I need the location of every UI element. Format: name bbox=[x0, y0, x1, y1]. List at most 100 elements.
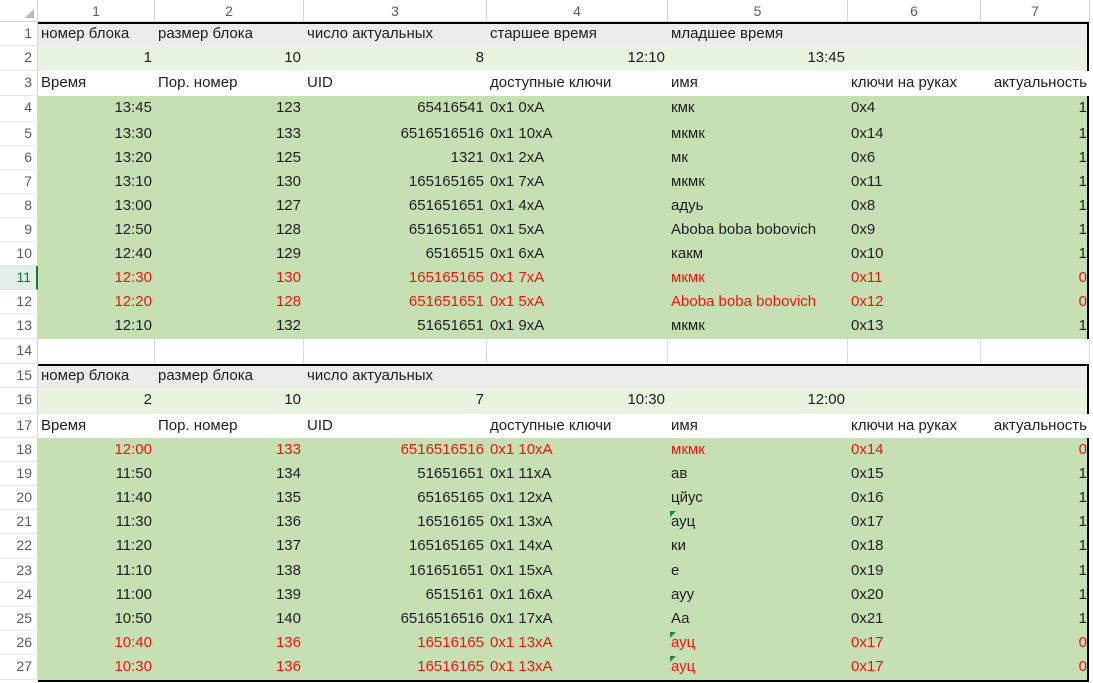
table-cell[interactable]: 13:45 bbox=[114, 99, 152, 116]
table-cell[interactable]: 0x1 10xA bbox=[490, 125, 553, 142]
table-cell[interactable]: 0x16 bbox=[851, 489, 884, 506]
table-cell[interactable]: 10:50 bbox=[114, 610, 152, 627]
table-cell[interactable]: 0x1 5xA bbox=[490, 293, 545, 310]
table-cell[interactable]: 137 bbox=[275, 537, 301, 554]
table-cell[interactable]: 16516165 bbox=[417, 513, 484, 530]
table-cell[interactable]: 651651651 bbox=[408, 197, 484, 214]
block-value-cell[interactable]: 12:00 bbox=[807, 391, 845, 408]
table-cell[interactable]: 11:10 bbox=[115, 562, 152, 579]
table-cell[interactable]: 0x14 bbox=[851, 441, 884, 458]
table-cell[interactable]: 0x1 17xA bbox=[490, 610, 553, 627]
table-cell[interactable]: 165165165 bbox=[408, 537, 484, 554]
table-cell[interactable]: 0x8 bbox=[851, 197, 876, 214]
block-value-cell[interactable]: 10:30 bbox=[627, 391, 665, 408]
table-cell[interactable]: 1 bbox=[1078, 586, 1087, 603]
row-header[interactable]: 4 bbox=[0, 96, 38, 122]
row-header[interactable]: 15 bbox=[0, 364, 38, 388]
table-cell[interactable]: 0x17 bbox=[851, 658, 884, 675]
table-cell[interactable]: 165165165 bbox=[408, 173, 484, 190]
table-cell[interactable]: адуь bbox=[671, 197, 704, 214]
table-cell[interactable]: 125 bbox=[275, 149, 301, 166]
block-header-label[interactable]: старшее время bbox=[490, 25, 597, 42]
row-header[interactable]: 19 bbox=[0, 462, 38, 486]
row-header[interactable]: 6 bbox=[0, 146, 38, 170]
table-cell[interactable]: 12:10 bbox=[114, 317, 152, 334]
table-cell[interactable]: Aboba boba bobovich bbox=[671, 221, 817, 238]
table-cell[interactable]: 1 bbox=[1078, 197, 1087, 214]
table-cell[interactable]: 0x1 6xA bbox=[490, 245, 545, 262]
table-cell[interactable]: 6516516516 bbox=[400, 441, 484, 458]
table-cell[interactable]: 0x1 13xA bbox=[490, 658, 553, 675]
table-cell[interactable]: 0x11 bbox=[851, 173, 883, 190]
table-cell[interactable]: 6516515 bbox=[425, 245, 484, 262]
block-header-label[interactable]: число актуальных bbox=[307, 367, 434, 384]
table-cell[interactable]: 16516165 bbox=[417, 658, 484, 675]
table-cell[interactable]: 11:30 bbox=[115, 513, 152, 530]
table-cell[interactable]: 10:30 bbox=[114, 658, 152, 675]
column-header-6[interactable]: 6 bbox=[848, 0, 981, 22]
table-cell[interactable]: 51651651 bbox=[417, 317, 484, 334]
block-value-cell[interactable]: 2 bbox=[143, 391, 152, 408]
table-cell[interactable]: мк bbox=[671, 149, 688, 166]
table-cell[interactable]: 10:40 bbox=[114, 634, 152, 651]
row-header[interactable]: 7 bbox=[0, 170, 38, 194]
row-header[interactable]: 16 bbox=[0, 388, 38, 414]
row-header[interactable]: 1 bbox=[0, 22, 38, 46]
table-cell[interactable]: 1 bbox=[1078, 125, 1087, 142]
table-cell[interactable]: 51651651 bbox=[417, 465, 484, 482]
row-header[interactable]: 3 bbox=[0, 71, 38, 96]
table-cell[interactable]: 1 bbox=[1078, 149, 1087, 166]
column-title[interactable]: имя bbox=[671, 417, 698, 434]
table-cell[interactable]: 0x1 11xA bbox=[490, 465, 552, 482]
table-cell[interactable]: 1 bbox=[1078, 562, 1087, 579]
table-cell[interactable]: 0x21 bbox=[851, 610, 884, 627]
table-cell[interactable]: 12:20 bbox=[114, 293, 152, 310]
table-cell[interactable]: 136 bbox=[275, 658, 301, 675]
table-cell[interactable]: 0x17 bbox=[851, 513, 884, 530]
row-header[interactable]: 18 bbox=[0, 438, 38, 462]
table-cell[interactable]: 136 bbox=[275, 634, 301, 651]
table-cell[interactable]: 651651651 bbox=[408, 293, 484, 310]
table-cell[interactable]: 1 bbox=[1078, 610, 1087, 627]
table-cell[interactable]: 0x20 bbox=[851, 586, 884, 603]
table-cell[interactable]: 140 bbox=[275, 610, 301, 627]
table-cell[interactable]: ауу bbox=[671, 586, 695, 603]
column-title[interactable]: UID bbox=[307, 74, 333, 91]
block-header-label[interactable]: размер блока bbox=[158, 367, 253, 384]
column-title[interactable]: Пор. номер bbox=[158, 74, 238, 91]
table-cell[interactable]: мкмк bbox=[671, 269, 705, 286]
table-cell[interactable]: 139 bbox=[275, 586, 301, 603]
table-cell[interactable]: 132 bbox=[275, 317, 301, 334]
table-cell[interactable]: мкмк bbox=[671, 125, 705, 142]
table-cell[interactable]: цйус bbox=[671, 489, 703, 506]
column-title[interactable]: актуальность bbox=[993, 74, 1087, 91]
table-cell[interactable]: 130 bbox=[275, 173, 301, 190]
table-cell[interactable]: 0 bbox=[1078, 658, 1087, 675]
table-cell[interactable]: 123 bbox=[275, 99, 301, 116]
table-cell[interactable]: Аа bbox=[671, 610, 690, 627]
table-cell[interactable]: 11:40 bbox=[115, 489, 152, 506]
table-cell[interactable]: ав bbox=[671, 465, 688, 482]
table-cell[interactable]: 1321 bbox=[450, 149, 484, 166]
table-cell[interactable]: 0x1 13xA bbox=[490, 513, 553, 530]
table-cell[interactable]: 65416541 bbox=[417, 99, 484, 116]
column-title[interactable]: ключи на руках bbox=[851, 74, 957, 91]
table-cell[interactable]: мкмк bbox=[671, 317, 705, 334]
row-header[interactable]: 12 bbox=[0, 290, 38, 314]
column-header-3[interactable]: 3 bbox=[304, 0, 487, 22]
table-cell[interactable]: 0x13 bbox=[851, 317, 884, 334]
row-header[interactable]: 21 bbox=[0, 510, 38, 534]
table-cell[interactable]: 0x18 bbox=[851, 537, 884, 554]
block-value-cell[interactable]: 12:10 bbox=[627, 49, 665, 66]
column-title[interactable]: Время bbox=[41, 74, 87, 91]
table-cell[interactable]: 12:40 bbox=[114, 245, 152, 262]
column-title[interactable]: Пор. номер bbox=[158, 417, 238, 434]
table-cell[interactable]: 133 bbox=[275, 441, 301, 458]
table-cell[interactable]: 129 bbox=[275, 245, 301, 262]
row-header[interactable]: 2 bbox=[0, 46, 38, 71]
table-cell[interactable]: мкмк bbox=[671, 441, 705, 458]
table-cell[interactable]: мкмк bbox=[671, 173, 705, 190]
column-header-4[interactable]: 4 bbox=[487, 0, 668, 22]
table-cell[interactable]: 0x1 4xA bbox=[490, 197, 545, 214]
